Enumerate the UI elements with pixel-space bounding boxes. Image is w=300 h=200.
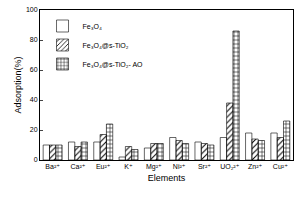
svg-text:Mg²⁺: Mg²⁺ — [146, 163, 162, 171]
svg-text:Ca²⁺: Ca²⁺ — [70, 163, 85, 170]
svg-text:40: 40 — [30, 96, 38, 103]
svg-text:Sr²⁺: Sr²⁺ — [198, 163, 211, 170]
svg-text:Fe₃O₄: Fe₃O₄ — [83, 23, 102, 30]
svg-text:Ni²⁺: Ni²⁺ — [173, 163, 186, 170]
svg-text:Adsorption(%): Adsorption(%) — [13, 56, 23, 113]
svg-text:80: 80 — [30, 36, 38, 43]
svg-text:Ba²⁺: Ba²⁺ — [45, 163, 60, 170]
svg-text:Fe₃O₄@s-TiO₂- AO: Fe₃O₄@s-TiO₂- AO — [83, 61, 144, 68]
svg-text:Zn²⁺: Zn²⁺ — [248, 163, 262, 170]
svg-text:20: 20 — [30, 126, 38, 133]
svg-text:K⁺: K⁺ — [124, 163, 133, 170]
svg-text:0: 0 — [34, 156, 38, 163]
svg-text:Cu²⁺: Cu²⁺ — [273, 163, 288, 170]
svg-text:100: 100 — [26, 6, 38, 13]
svg-text:Fe₃O₄@s-TiO₂: Fe₃O₄@s-TiO₂ — [83, 42, 129, 49]
svg-text:Eu²⁺: Eu²⁺ — [96, 163, 111, 170]
svg-text:Elements: Elements — [148, 173, 186, 183]
svg-text:60: 60 — [30, 66, 38, 73]
svg-text:UO₂²⁺: UO₂²⁺ — [220, 163, 240, 170]
